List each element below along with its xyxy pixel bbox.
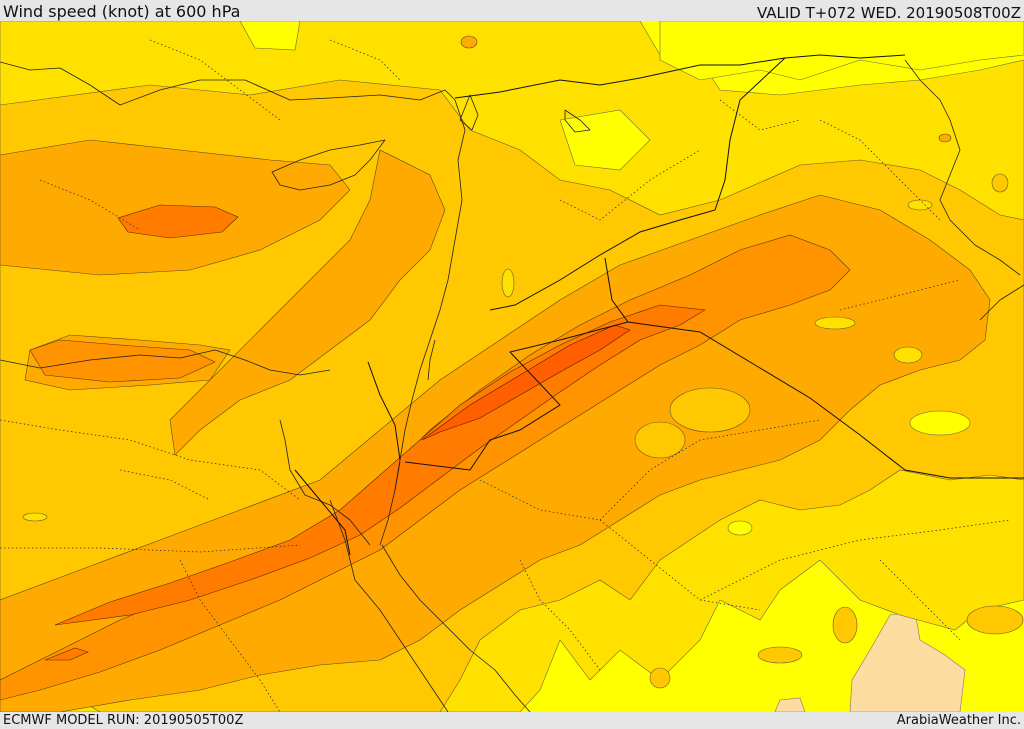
wind-contour-blob: [501, 268, 515, 298]
wind-contour-level-1-hole: [559, 109, 651, 171]
wind-contour-blob: [814, 316, 856, 330]
wind-contour-blob: [938, 133, 952, 143]
wind-contour-blob: [757, 646, 803, 664]
wind-contour-blob: [893, 346, 923, 364]
border-jordan-saudi: [404, 321, 629, 471]
wind-contour-lightest: [849, 611, 966, 712]
header-bar: Wind speed (knot) at 600 hPa VALID T+072…: [0, 0, 1024, 21]
wind-contour-blob: [22, 512, 48, 522]
wind-contour-blob: [669, 387, 751, 433]
wind-contour-level-6: [421, 324, 631, 441]
coastline-north-africa: [0, 349, 331, 376]
wind-contour-lightest: [774, 697, 806, 712]
wind-contour-blob: [907, 199, 933, 211]
coastline-gulf-aqaba: [379, 461, 401, 546]
coastline-red-sea-east: [381, 544, 531, 712]
coastline-caspian: [904, 59, 1021, 276]
wind-contour-level-1-hole: [659, 21, 1024, 81]
wind-contour-level-5: [117, 204, 239, 239]
wind-contour-blob: [966, 605, 1024, 635]
coastline-cyprus: [271, 139, 386, 191]
wind-speed-map: [0, 21, 1024, 712]
coastlines: [0, 59, 1024, 712]
wind-contour-blob: [991, 173, 1009, 193]
wind-contour-level-5: [44, 647, 89, 661]
wind-contour-blob: [649, 667, 671, 689]
coastline-gulf-suez: [279, 419, 371, 546]
valid-time: VALID T+072 WED. 20190508T00Z: [756, 4, 1021, 22]
wind-contour-level-3: [169, 149, 446, 456]
wind-contour-blob: [634, 421, 686, 459]
border-jordan-iraq: [604, 257, 1024, 479]
coastline-levant: [394, 99, 466, 491]
border-saudi-egypt-sea: [294, 469, 351, 556]
country-borders: [294, 54, 1024, 556]
wind-contour-level-5: [54, 304, 706, 626]
footer-bar: ECMWF MODEL RUN: 20190505T00Z ArabiaWeat…: [0, 712, 1024, 729]
border-syria-iraq: [489, 57, 786, 311]
coastline-dead-sea: [427, 339, 436, 381]
wind-contour-level-4: [29, 339, 216, 383]
map-title: Wind speed (knot) at 600 hPa: [3, 2, 241, 21]
coastline-red-sea-west: [329, 499, 449, 712]
coastline-gulf: [979, 284, 1024, 321]
coastline-north: [0, 61, 456, 106]
credit-label: ArabiaWeather Inc.: [896, 713, 1021, 728]
coastline-lake: [564, 109, 591, 133]
model-run-label: ECMWF MODEL RUN: 20190505T00Z: [3, 713, 244, 728]
border-turkey-iran: [784, 54, 906, 59]
wind-contour-level-1-hole: [239, 21, 301, 51]
border-turkey-syria: [454, 57, 786, 99]
wind-contour-blob: [832, 606, 858, 644]
admin-boundaries: [0, 39, 1011, 712]
border-egypt-israel: [367, 361, 401, 461]
wind-contour-blob: [727, 520, 753, 536]
wind-contour-blob: [909, 410, 971, 436]
wind-contour-blob: [460, 35, 478, 49]
coastline-galilee: [459, 94, 479, 131]
